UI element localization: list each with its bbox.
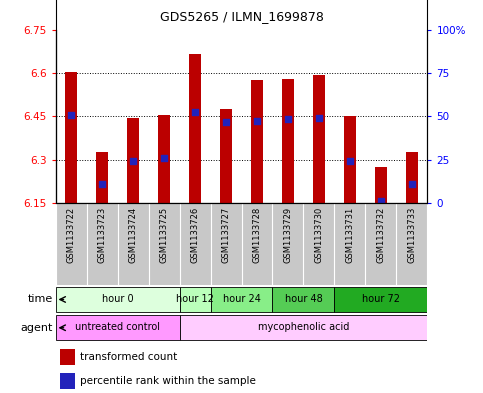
Bar [56, 203, 86, 285]
Bar [86, 203, 117, 285]
Text: time: time [28, 294, 53, 305]
Point [284, 116, 292, 122]
Bar [334, 287, 427, 312]
Text: GSM1133722: GSM1133722 [67, 207, 75, 263]
Bar [211, 287, 272, 312]
Text: GSM1133731: GSM1133731 [345, 207, 355, 263]
Bar [56, 287, 180, 312]
Text: percentile rank within the sample: percentile rank within the sample [80, 376, 256, 386]
Bar [366, 203, 397, 285]
Bar [56, 315, 180, 340]
Bar [60, 373, 75, 389]
Bar [344, 116, 356, 203]
Text: hour 12: hour 12 [176, 294, 214, 304]
Point [377, 198, 385, 204]
Text: agent: agent [21, 323, 53, 333]
Point [160, 155, 168, 161]
Bar [180, 315, 427, 340]
Text: GSM1133723: GSM1133723 [98, 207, 107, 263]
Bar [180, 203, 211, 285]
Text: GDS5265 / ILMN_1699878: GDS5265 / ILMN_1699878 [159, 10, 324, 23]
Text: GSM1133728: GSM1133728 [253, 207, 261, 263]
Bar [272, 287, 335, 312]
Point [346, 158, 354, 164]
Bar [334, 203, 366, 285]
Text: GSM1133724: GSM1133724 [128, 207, 138, 263]
Bar [220, 109, 232, 203]
Bar [211, 203, 242, 285]
Bar [65, 72, 77, 203]
Point [67, 112, 75, 118]
Text: mycophenolic acid: mycophenolic acid [258, 322, 349, 332]
Text: hour 24: hour 24 [223, 294, 260, 304]
Text: untreated control: untreated control [75, 322, 160, 332]
Point [191, 109, 199, 115]
Bar [375, 167, 387, 203]
Text: GSM1133732: GSM1133732 [376, 207, 385, 263]
Text: GSM1133727: GSM1133727 [222, 207, 230, 263]
Bar [189, 54, 201, 203]
Bar [303, 203, 334, 285]
Point [315, 115, 323, 121]
Point [129, 158, 137, 164]
Point [222, 119, 230, 125]
Bar [60, 349, 75, 365]
Bar [272, 203, 303, 285]
Bar [282, 79, 294, 203]
Text: hour 48: hour 48 [284, 294, 322, 304]
Bar [406, 152, 418, 203]
Bar [158, 115, 170, 203]
Point [408, 181, 416, 187]
Bar [127, 118, 139, 203]
Text: GSM1133729: GSM1133729 [284, 207, 293, 263]
Point [98, 181, 106, 187]
Text: GSM1133733: GSM1133733 [408, 207, 416, 263]
Bar [96, 152, 108, 203]
Text: hour 72: hour 72 [362, 294, 400, 304]
Bar [251, 80, 263, 203]
Text: GSM1133726: GSM1133726 [190, 207, 199, 263]
Bar [397, 203, 427, 285]
Bar [149, 203, 180, 285]
Text: GSM1133730: GSM1133730 [314, 207, 324, 263]
Bar [313, 75, 325, 203]
Text: GSM1133725: GSM1133725 [159, 207, 169, 263]
Bar [242, 203, 272, 285]
Text: transformed count: transformed count [80, 352, 177, 362]
Bar [180, 287, 211, 312]
Text: hour 0: hour 0 [102, 294, 133, 304]
Point [253, 118, 261, 124]
Bar [117, 203, 149, 285]
